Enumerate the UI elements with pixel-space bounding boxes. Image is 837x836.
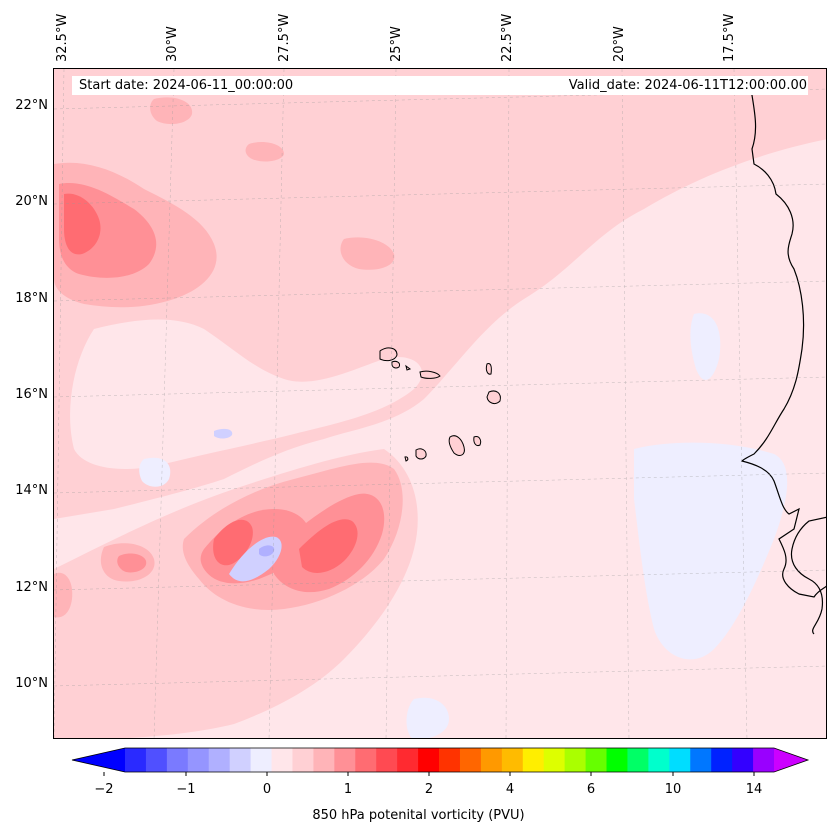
pv-contour-red-south2 bbox=[299, 519, 358, 573]
africa-coastline-south bbox=[790, 516, 826, 635]
colorbar-segment bbox=[313, 748, 335, 772]
pv-contour-pink-top bbox=[150, 97, 193, 125]
colorbar-segment bbox=[397, 748, 419, 772]
island-santo-antao bbox=[379, 347, 398, 362]
lat-label: 16°N bbox=[15, 387, 48, 402]
start-date-label: Start date: 2024-06-11_00:00:00 bbox=[79, 78, 294, 93]
pv-contour-midred-sw bbox=[117, 553, 147, 573]
colorbar-tick: 14 bbox=[745, 782, 763, 797]
colorbar-segment bbox=[229, 748, 252, 772]
colorbar-segment bbox=[334, 748, 356, 772]
pv-contour-pink-ne1 bbox=[245, 142, 284, 162]
colorbar-segment bbox=[627, 748, 649, 772]
colorbar-segment bbox=[669, 748, 691, 772]
lat-label: 10°N bbox=[15, 676, 48, 691]
island-sal bbox=[485, 363, 492, 375]
lat-label: 20°N bbox=[15, 194, 48, 209]
island-maio bbox=[473, 436, 482, 446]
colorbar-segment bbox=[564, 748, 587, 772]
lat-label: 14°N bbox=[15, 483, 48, 498]
pv-contour-paleblue-se bbox=[634, 442, 788, 660]
colorbar-tick: 6 bbox=[586, 782, 596, 797]
pv-contour-bg-center bbox=[70, 319, 423, 469]
colorbar-segment bbox=[250, 748, 273, 772]
colorbar-segment bbox=[480, 748, 503, 772]
colorbar bbox=[71, 747, 810, 776]
colorbar-segment bbox=[292, 748, 314, 772]
map-panel bbox=[53, 68, 827, 739]
colorbar-segment bbox=[145, 748, 168, 772]
pv-contour-paleblue-center bbox=[139, 457, 171, 487]
colorbar-segment bbox=[606, 748, 628, 772]
pv-contour-pink-w bbox=[54, 572, 73, 618]
colorbar-tick: −1 bbox=[176, 782, 196, 797]
island-santiago bbox=[448, 435, 465, 456]
valid-date-label: Valid_date: 2024-06-11T12:00:00.00 bbox=[568, 78, 807, 93]
colorbar-segment bbox=[208, 748, 231, 772]
colorbar-extend-min bbox=[72, 748, 125, 772]
colorbar-segment bbox=[439, 748, 461, 772]
colorbar-segment bbox=[418, 748, 440, 772]
colorbar-segment bbox=[732, 748, 754, 772]
cape-verde-islands bbox=[379, 347, 501, 462]
colorbar-segment bbox=[543, 748, 566, 772]
colorbar-label: 850 hPa potenital vorticity (PVU) bbox=[312, 808, 525, 823]
colorbar-segment bbox=[522, 748, 545, 772]
pv-contour-paleblue-south bbox=[406, 697, 449, 738]
colorbar-tick: 1 bbox=[343, 782, 353, 797]
pv-contour-red-south1 bbox=[213, 519, 253, 566]
colorbar-segment bbox=[187, 748, 210, 772]
pv-contour-blue-west bbox=[214, 428, 233, 439]
colorbar-outline bbox=[71, 747, 810, 773]
colorbar-tick: 0 bbox=[262, 782, 272, 797]
colorbar-extend-max bbox=[774, 748, 808, 772]
colorbar-segment bbox=[459, 748, 482, 772]
colorbar-segment bbox=[125, 748, 147, 772]
pv-contour-paleblue-east bbox=[690, 313, 721, 380]
date-info-box bbox=[72, 76, 808, 95]
colorbar-tick: −2 bbox=[94, 782, 114, 797]
colorbar-segment bbox=[648, 748, 670, 772]
island-boa-vista bbox=[486, 390, 501, 405]
island-fogo bbox=[415, 448, 427, 460]
colorbar-segment bbox=[355, 748, 377, 772]
island-santa-luzia bbox=[405, 364, 412, 371]
lat-label: 12°N bbox=[15, 580, 48, 595]
colorbar-segment bbox=[690, 748, 712, 772]
graticule bbox=[54, 69, 826, 738]
colorbar-tick: 4 bbox=[505, 782, 515, 797]
colorbar-tick: 2 bbox=[424, 782, 434, 797]
africa-coastline bbox=[740, 88, 826, 598]
colorbar-segment bbox=[166, 748, 189, 772]
colorbar-segment bbox=[711, 748, 733, 772]
island-sao-vicente bbox=[391, 360, 400, 369]
colorbar-segment bbox=[501, 748, 524, 772]
pv-contour-pink-n1 bbox=[340, 237, 395, 270]
colorbar-segment bbox=[376, 748, 398, 772]
colorbar-segment bbox=[271, 748, 293, 772]
pv-contour-red-nw bbox=[64, 193, 101, 255]
island-sao-nicolau bbox=[419, 370, 441, 379]
pv-field-map bbox=[54, 69, 826, 738]
lat-label: 22°N bbox=[15, 98, 48, 113]
colorbar-tick: 10 bbox=[664, 782, 682, 797]
pv-contour-blue-core bbox=[259, 545, 275, 557]
lat-label: 18°N bbox=[15, 291, 48, 306]
colorbar-segment bbox=[585, 748, 608, 772]
island-brava bbox=[404, 456, 409, 462]
colorbar-segment bbox=[753, 748, 775, 772]
